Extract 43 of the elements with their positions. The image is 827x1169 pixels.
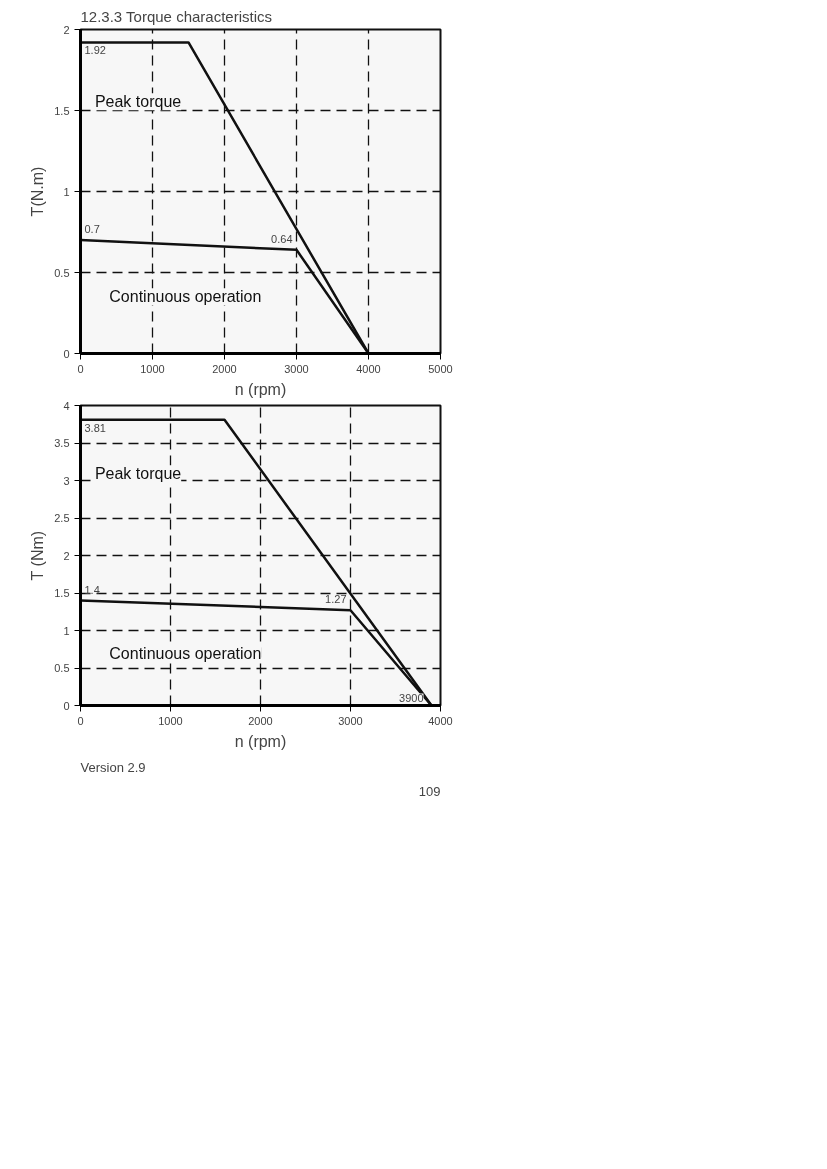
y-tick-label: 0 [63,347,70,360]
y-tick-label: 2 [63,23,70,36]
y-tick-label: 0.5 [54,662,70,674]
data-label: 1.27 [325,593,347,606]
y-axis-title: T (Nm) [29,530,47,581]
y-tick-label: 2 [63,549,70,562]
text: 109 [418,783,441,799]
data-label: 1.92 [84,44,106,57]
text: Peak torque [94,465,182,483]
y-tick-label: 1.5 [54,104,70,117]
x-tick-label: 5000 [428,362,453,375]
x-tick-label: 2000 [212,362,237,375]
x-tick-label: 2000 [248,714,273,727]
y-tick-label: 0 [63,699,70,712]
y-tick-label: 1.5 [54,587,70,599]
x-tick-label: 3000 [284,362,309,375]
y-tick-label: 3 [63,474,70,487]
x-axis-title: n (rpm) [234,732,287,750]
x-tick-label: 0 [77,362,84,375]
x-tick-label: 1000 [158,714,183,727]
y-tick-label: 1 [63,185,70,198]
x-tick-label: 4000 [356,362,381,375]
y-axis-title: T(N.m) [29,166,47,217]
y-tick-label: 3.5 [54,437,70,449]
data-label: 0.7 [84,223,100,236]
x-tick-label: 1000 [140,362,165,375]
text: Continuous operation [109,644,262,662]
y-tick-label: 2.5 [54,512,70,524]
data-label: 1.4 [84,583,100,596]
text: Continuous operation [109,288,262,306]
x-tick-label: 3000 [338,714,363,727]
y-tick-label: 4 [63,399,70,412]
data-label: 3.81 [84,421,106,434]
x-tick-label: 4000 [428,714,453,727]
data-label: 0.64 [271,232,293,245]
x-axis-title: n (rpm) [234,380,287,398]
annotation: 3900 [399,691,424,704]
chart-title: 12.3.3 Torque characteristics [80,7,272,25]
text: Version 2.9 [80,759,146,775]
x-tick-label: 0 [77,714,84,727]
y-tick-label: 1 [63,624,70,637]
series-label: Peak torque [94,93,182,111]
y-tick-label: 0.5 [54,266,70,279]
